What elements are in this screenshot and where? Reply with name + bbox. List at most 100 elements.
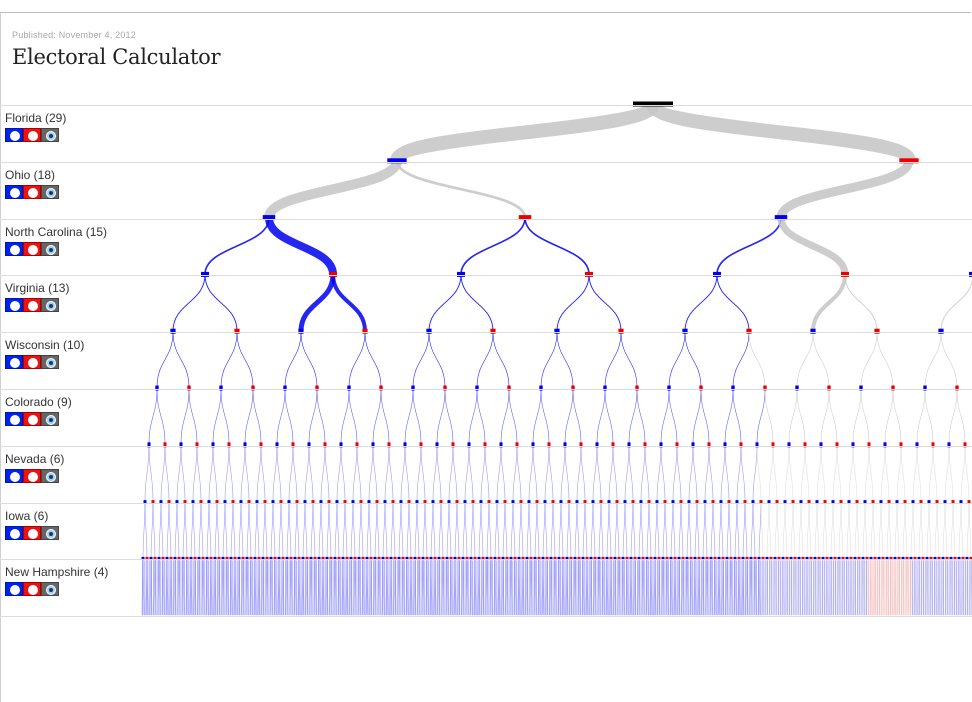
tree-branch (968, 501, 972, 559)
tree-node (200, 271, 210, 277)
tossup-toggle-button[interactable] (41, 525, 59, 540)
tree-node (713, 556, 717, 560)
tree-branch (400, 501, 404, 559)
outcome-leaf (687, 560, 689, 616)
outcome-leaf (480, 560, 482, 616)
outcome-leaf (142, 560, 144, 616)
outcome-leaf (300, 560, 302, 616)
tree-node (193, 556, 197, 560)
outcome-leaf (793, 560, 795, 616)
tree-branch (502, 501, 506, 559)
tree-branch (236, 331, 254, 389)
democrat-toggle-button[interactable] (5, 355, 23, 370)
democrat-toggle-button[interactable] (5, 128, 23, 142)
tree-node (399, 500, 403, 504)
tree-branch (412, 387, 422, 445)
democrat-toggle-button[interactable] (5, 184, 23, 199)
republican-toggle-button[interactable] (23, 128, 41, 142)
tossup-toggle-button[interactable] (41, 582, 59, 597)
tree-node (959, 500, 963, 504)
outcome-leaf (467, 560, 469, 616)
tree-branch (180, 444, 186, 502)
tree-node (655, 500, 659, 504)
tossup-toggle-button[interactable] (41, 412, 59, 426)
tossup-toggle-button[interactable] (41, 241, 59, 256)
outcome-leaf (414, 560, 416, 616)
tree-node (653, 556, 657, 560)
tree-branch (344, 501, 348, 559)
tree-node (287, 500, 291, 504)
tree-node (525, 556, 529, 560)
tree-node (490, 328, 496, 334)
tree-node (699, 385, 703, 391)
tree-branch (910, 558, 913, 616)
republican-toggle-button[interactable] (23, 298, 41, 313)
tossup-toggle-button[interactable] (41, 355, 59, 370)
republican-toggle-button[interactable] (23, 355, 41, 370)
tree-branch (902, 501, 906, 559)
democrat-toggle-button[interactable] (5, 412, 23, 426)
tree-branch (750, 501, 754, 559)
outcome-leaf (942, 560, 944, 616)
tree-node (547, 442, 551, 448)
tree-node (543, 500, 547, 504)
tree-node (789, 556, 793, 560)
tree-branch (404, 444, 410, 502)
tree-branch (382, 558, 385, 616)
outcome-leaf (852, 560, 854, 616)
tree-branch (840, 501, 844, 559)
tree-branch (656, 444, 662, 502)
democrat-toggle-button[interactable] (5, 582, 23, 597)
tree-branch (864, 444, 870, 502)
republican-toggle-button[interactable] (23, 468, 41, 483)
outcome-leaf (364, 560, 366, 616)
outcome-leaf (850, 560, 852, 616)
republican-toggle-button[interactable] (23, 525, 41, 540)
tree-branch (326, 501, 330, 559)
tossup-toggle-button[interactable] (41, 298, 59, 313)
republican-toggle-button[interactable] (23, 241, 41, 256)
outcome-leaf (432, 560, 434, 616)
democrat-toggle-button[interactable] (5, 525, 23, 540)
tree-branch (744, 501, 748, 559)
outcome-leaf (797, 560, 799, 616)
tree-node (211, 442, 215, 448)
outcome-leaf (245, 560, 247, 616)
outcome-leaf (738, 560, 740, 616)
republican-toggle-button[interactable] (23, 184, 41, 199)
outcome-leaf (190, 560, 192, 616)
tree-branch (294, 558, 297, 616)
outcome-leaf (357, 560, 359, 616)
outcome-leaf (410, 560, 412, 616)
democrat-toggle-button[interactable] (5, 468, 23, 483)
tree-branch (316, 387, 326, 445)
tree-branch (800, 444, 806, 502)
tree-node (871, 500, 875, 504)
tree-node (141, 556, 145, 560)
outcome-leaf (626, 560, 628, 616)
tree-branch (958, 501, 962, 559)
tree-branch (814, 501, 818, 559)
democrat-toggle-button[interactable] (5, 241, 23, 256)
republican-toggle-button[interactable] (23, 412, 41, 426)
tree-node (951, 500, 955, 504)
tree-branch (620, 331, 638, 389)
tree-node (901, 556, 905, 560)
outcome-leaf (524, 560, 526, 616)
tossup-toggle-button[interactable] (41, 468, 59, 483)
outcome-leaf (940, 560, 942, 616)
tree-branch (956, 387, 966, 445)
democrat-toggle-button[interactable] (5, 298, 23, 313)
republican-toggle-button[interactable] (23, 582, 41, 597)
outcome-leaf (610, 560, 612, 616)
tree-node (669, 556, 673, 560)
tree-node (639, 500, 643, 504)
outcome-leaf (381, 560, 383, 616)
tree-node (665, 556, 669, 560)
tossup-toggle-button[interactable] (41, 128, 59, 142)
outcome-leaf (777, 560, 779, 616)
tree-branch (736, 501, 740, 559)
tree-node (681, 556, 685, 560)
tossup-toggle-button[interactable] (41, 184, 59, 199)
tree-branch (820, 444, 826, 502)
